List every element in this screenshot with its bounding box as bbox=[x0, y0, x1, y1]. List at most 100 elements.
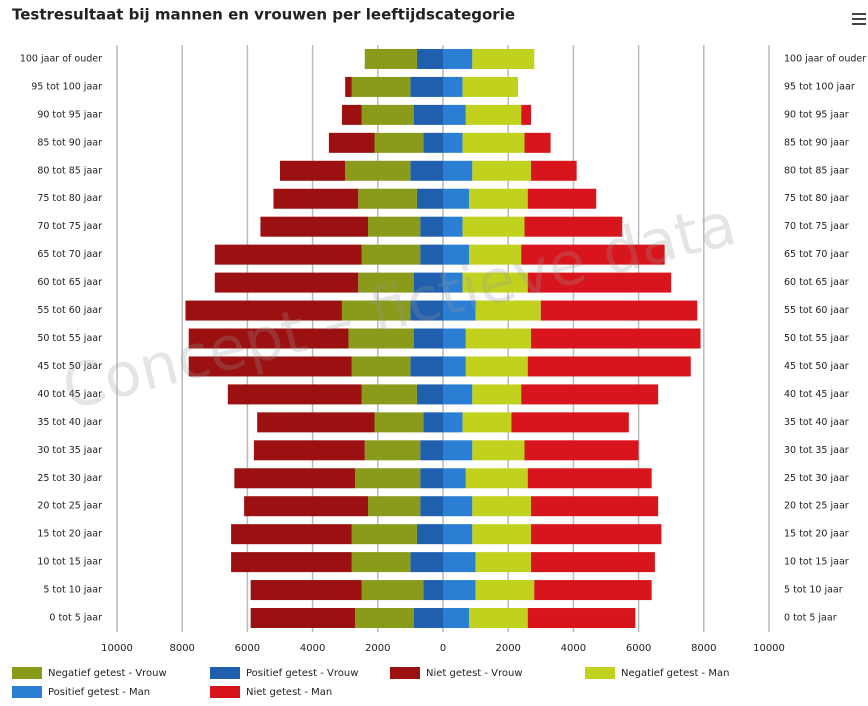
bar-segment bbox=[214, 272, 359, 293]
bar-segment bbox=[443, 412, 463, 433]
y-tick-label: 10 tot 15 jaar bbox=[37, 557, 102, 568]
bar-segment bbox=[328, 132, 375, 153]
bar-segment bbox=[531, 552, 655, 573]
bar-segment bbox=[410, 160, 443, 181]
bar-segment bbox=[423, 580, 443, 601]
legend-label: Niet getest - Man bbox=[246, 687, 332, 698]
y-tick-label-right: 100 jaar of ouder bbox=[784, 53, 866, 64]
bar-segment bbox=[227, 384, 362, 405]
y-tick-label-right: 80 tot 85 jaar bbox=[784, 165, 849, 176]
legend-swatch bbox=[210, 686, 240, 698]
menu-icon[interactable] bbox=[852, 13, 866, 25]
x-tick-label: 4000 bbox=[300, 643, 325, 654]
bar-segment bbox=[374, 412, 424, 433]
bar-segment bbox=[443, 608, 470, 629]
bar-segment bbox=[472, 524, 532, 545]
bar-segment bbox=[354, 608, 414, 629]
bar-segment bbox=[244, 496, 369, 517]
bar-segment bbox=[443, 468, 466, 489]
bar-segment bbox=[462, 216, 525, 237]
bar-segment bbox=[413, 608, 443, 629]
bar-segment bbox=[521, 384, 659, 405]
y-tick-label-right: 55 tot 60 jaar bbox=[784, 305, 849, 316]
bar-segment bbox=[540, 300, 698, 321]
bar-segment bbox=[341, 300, 411, 321]
bar-segment bbox=[234, 468, 355, 489]
y-tick-label-right: 20 tot 25 jaar bbox=[784, 501, 849, 512]
y-tick-label: 50 tot 55 jaar bbox=[37, 333, 102, 344]
bar-segment bbox=[368, 496, 421, 517]
bar-segment bbox=[443, 524, 473, 545]
y-tick-label-right: 5 tot 10 jaar bbox=[784, 585, 843, 596]
x-tick-label: 8000 bbox=[691, 643, 716, 654]
y-tick-label-right: 60 tot 65 jaar bbox=[784, 277, 849, 288]
bar-segment bbox=[469, 244, 522, 265]
y-tick-label: 85 tot 90 jaar bbox=[37, 137, 102, 148]
y-tick-label: 45 tot 50 jaar bbox=[37, 361, 102, 372]
bar-segment bbox=[527, 608, 636, 629]
bar-segment bbox=[469, 608, 528, 629]
bar-segment bbox=[185, 300, 342, 321]
bar-segment bbox=[420, 496, 443, 517]
y-tick-label-right: 85 tot 90 jaar bbox=[784, 137, 849, 148]
bar-segment bbox=[413, 104, 443, 125]
bar-segment bbox=[413, 272, 443, 293]
bar-segment bbox=[443, 580, 476, 601]
y-tick-label: 15 tot 20 jaar bbox=[37, 529, 102, 540]
y-tick-label-right: 25 tot 30 jaar bbox=[784, 473, 849, 484]
legend-swatch bbox=[390, 667, 420, 679]
x-tick-label: 2000 bbox=[495, 643, 520, 654]
bar-segment bbox=[361, 244, 421, 265]
bar-segment bbox=[351, 76, 411, 97]
bar-segment bbox=[231, 552, 352, 573]
legend-swatch bbox=[12, 686, 42, 698]
bar-segment bbox=[443, 356, 466, 377]
y-tick-label-right: 30 tot 35 jaar bbox=[784, 445, 849, 456]
bar-segment bbox=[188, 356, 352, 377]
x-tick-label: 0 bbox=[440, 643, 446, 654]
y-tick-label-right: 45 tot 50 jaar bbox=[784, 361, 849, 372]
bar-segment bbox=[527, 188, 597, 209]
bar-segment bbox=[443, 328, 466, 349]
bar-segment bbox=[465, 468, 528, 489]
bar-segment bbox=[348, 328, 414, 349]
bar-segment bbox=[410, 552, 443, 573]
bar-segment bbox=[410, 76, 443, 97]
y-tick-label: 35 tot 40 jaar bbox=[37, 417, 102, 428]
x-tick-label: 6000 bbox=[626, 643, 651, 654]
bar-segment bbox=[250, 580, 362, 601]
bar-segment bbox=[410, 356, 443, 377]
bar-segment bbox=[443, 272, 463, 293]
bar-segment bbox=[443, 188, 470, 209]
bar-segment bbox=[351, 356, 411, 377]
bar-segment bbox=[531, 524, 662, 545]
y-tick-label: 65 tot 70 jaar bbox=[37, 249, 102, 260]
bar-segment bbox=[443, 48, 473, 69]
bar-segment bbox=[527, 356, 691, 377]
y-tick-label: 30 tot 35 jaar bbox=[37, 445, 102, 456]
bar-segment bbox=[527, 468, 652, 489]
bar-segment bbox=[420, 440, 443, 461]
x-tick-label: 10000 bbox=[101, 643, 133, 654]
y-tick-label: 60 tot 65 jaar bbox=[37, 277, 102, 288]
bar-segment bbox=[374, 132, 424, 153]
y-tick-label: 5 tot 10 jaar bbox=[43, 585, 102, 596]
bar-segment bbox=[423, 412, 443, 433]
bar-segment bbox=[443, 552, 476, 573]
legend-label: Negatief getest - Man bbox=[621, 668, 729, 679]
bar-segment bbox=[462, 132, 525, 153]
y-tick-label-right: 15 tot 20 jaar bbox=[784, 529, 849, 540]
bar-segment bbox=[364, 440, 421, 461]
bar-segment bbox=[420, 244, 443, 265]
legend-swatch bbox=[210, 667, 240, 679]
x-tick-label: 4000 bbox=[561, 643, 586, 654]
bar-segment bbox=[524, 216, 623, 237]
bar-segment bbox=[475, 552, 532, 573]
bar-segment bbox=[354, 468, 421, 489]
bar-segment bbox=[416, 524, 443, 545]
bar-segment bbox=[361, 580, 424, 601]
bar-segment bbox=[531, 160, 577, 181]
x-tick-label: 2000 bbox=[365, 643, 390, 654]
bar-segment bbox=[253, 440, 365, 461]
bar-segment bbox=[443, 132, 463, 153]
